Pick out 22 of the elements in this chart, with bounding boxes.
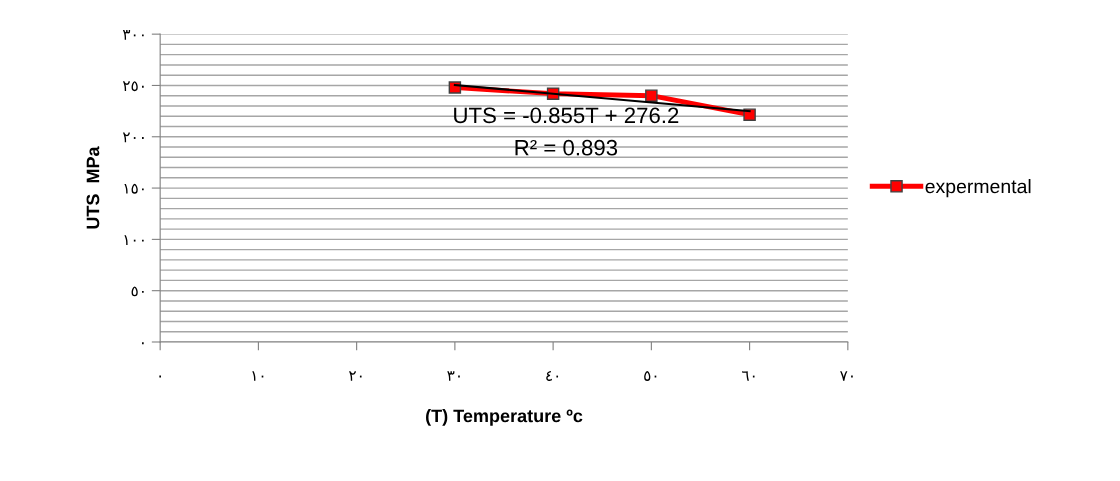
x-tick-label: ٣٠ — [447, 371, 460, 381]
x-tick-label: ٥٠ — [644, 371, 657, 381]
x-tick-label: ٢٠ — [349, 371, 362, 381]
legend-label: expermental — [925, 179, 1031, 198]
annotation: R² = 0.893 — [515, 139, 618, 156]
y-tick-label: ٥٠ — [131, 286, 144, 297]
y-tick-label: ٣٠٠ — [122, 29, 144, 40]
y-tick-label: ٠ — [142, 342, 144, 345]
annotation: UTS = -0.855T + 276.2 — [454, 107, 679, 124]
x-tick-label: ١٠ — [252, 371, 264, 381]
y-tick-label: ٢٥٠ — [122, 81, 144, 92]
x-tick-label: ٧٠ — [840, 371, 853, 381]
y-axis-title: UTS MPa — [86, 146, 100, 229]
x-tick-label: ٤٠ — [546, 371, 559, 381]
y-tick-label: ١٥٠ — [124, 183, 144, 194]
point — [645, 89, 658, 102]
x-axis-title: (T) Temperature ºc — [426, 409, 583, 426]
y-tick-label: ٢٠٠ — [122, 132, 144, 143]
x-tick-label: ٠ — [159, 375, 161, 378]
x-tick-label: ٦٠ — [742, 371, 755, 381]
y-tick-label: ١٠٠ — [124, 235, 144, 245]
point — [448, 81, 462, 94]
